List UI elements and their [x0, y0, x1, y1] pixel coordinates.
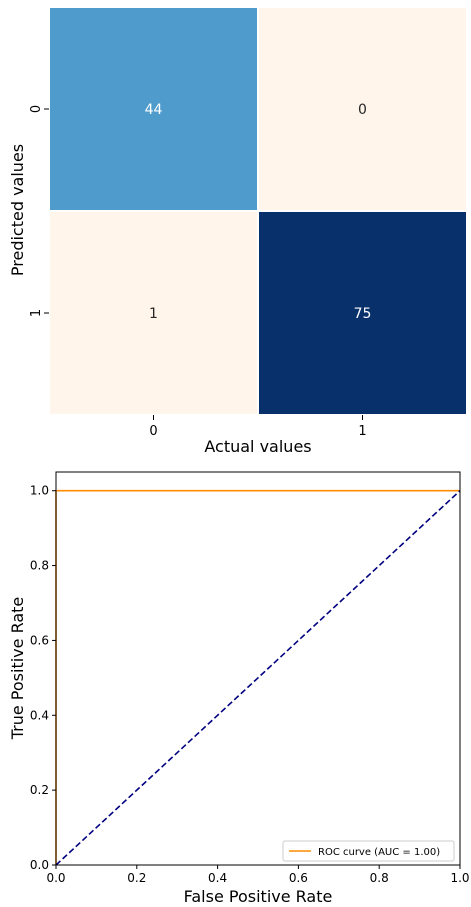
roc-legend: ROC curve (AUC = 1.00): [282, 840, 455, 862]
roc-x-tick-label: 0.8: [370, 871, 389, 885]
heatmap-cell: [257, 210, 468, 416]
heatmap-annotations: 44 0 1 75: [145, 102, 372, 322]
roc-x-tick-label: 1.0: [450, 871, 469, 885]
heatmap-y-tick-label: 1: [29, 309, 44, 317]
heatmap-x-tick-label: 1: [358, 424, 366, 439]
roc-y-axis-label: True Positive Rate: [8, 597, 27, 741]
roc-lines: [55, 489, 461, 866]
heatmap-cell-value: 0: [358, 102, 367, 118]
roc-x-axis-label: False Positive Rate: [184, 887, 333, 906]
heatmap-cell: [257, 6, 468, 212]
heatmap-y-axis-label: Predicted values: [8, 144, 27, 276]
roc-chart: 0.0 0.2 0.4 0.6 0.8 1.0 0.0 0.2 0.4 0.6 0.8 1.0 Fa…: [8, 471, 470, 906]
roc-legend-label: ROC curve (AUC = 1.00): [318, 847, 440, 858]
roc-x-tick-label: 0.4: [208, 871, 227, 885]
heatmap-cell-value: 1: [149, 306, 158, 322]
roc-x-tick-label: 0.0: [46, 871, 65, 885]
heatmap-y-ticks: 01: [29, 105, 49, 317]
roc-x-ticks: 0.0 0.2 0.4 0.6 0.8 1.0: [46, 865, 470, 885]
heatmap-cell: [48, 210, 259, 416]
roc-x-tick-label: 0.6: [289, 871, 308, 885]
heatmap-cells: [48, 6, 468, 416]
heatmap-cell-value: 44: [145, 102, 163, 118]
heatmap-cell: [48, 6, 259, 212]
roc-plot-frame: [55, 471, 461, 866]
roc-y-tick-label: 0.0: [30, 858, 49, 872]
roc-legend-box: [282, 840, 455, 862]
roc-y-tick-label: 0.8: [30, 559, 49, 573]
heatmap-cell-value: 75: [354, 306, 372, 322]
heatmap-x-axis-label: Actual values: [204, 437, 311, 456]
roc-x-tick-label: 0.2: [127, 871, 146, 885]
roc-y-tick-label: 0.6: [30, 633, 49, 647]
roc-y-tick-label: 1.0: [30, 484, 49, 498]
chance-diagonal-line: [55, 490, 461, 866]
heatmap-x-tick-label: 0: [149, 424, 157, 439]
roc-y-ticks: 0.0 0.2 0.4 0.6 0.8 1.0: [30, 484, 56, 872]
roc-y-tick-label: 0.4: [30, 708, 49, 722]
heatmap-y-tick-label: 0: [29, 105, 44, 113]
roc-y-tick-label: 0.2: [30, 783, 49, 797]
